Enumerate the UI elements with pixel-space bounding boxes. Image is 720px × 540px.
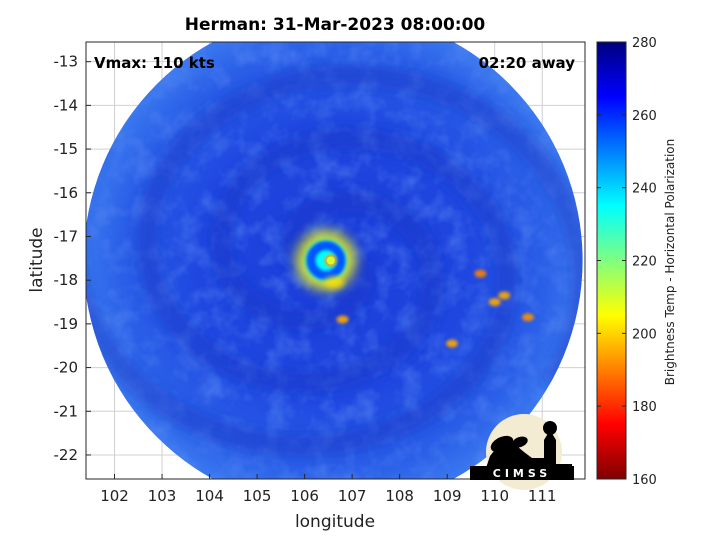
colorbar-tick-label: 180 <box>632 400 657 415</box>
rain-band-spot <box>474 269 487 278</box>
plot-area: 102 103 104 105 106 107 108 109 110 111 -13 -14 -15… <box>27 41 586 532</box>
rain-band-spot <box>488 298 501 307</box>
colorbar-tick-label: 220 <box>632 255 657 270</box>
spiral-band <box>86 127 519 457</box>
y-tick-label: -15 <box>54 140 79 158</box>
vmax-annotation: Vmax: 110 kts <box>94 54 215 72</box>
rain-band-spot <box>521 313 534 322</box>
y-tick-label: -18 <box>54 271 79 289</box>
colorbar-tick-label: 160 <box>632 473 657 488</box>
eye-center <box>326 256 335 265</box>
x-tick-label: 106 <box>290 487 319 505</box>
x-axis-label: longitude <box>295 512 375 532</box>
spiral-bands <box>86 64 583 457</box>
x-tick-label: 109 <box>433 487 462 505</box>
rain-band-spot <box>445 339 458 348</box>
x-tick-label: 102 <box>100 487 129 505</box>
colorbar-label: Brightness Temp - Horizontal Polarizatio… <box>663 139 677 386</box>
rain-band-spot <box>498 291 511 300</box>
colorbar-tick-label: 200 <box>632 327 657 342</box>
y-tick-label: -21 <box>54 402 79 420</box>
x-tick-label: 107 <box>338 487 367 505</box>
y-tick-label: -17 <box>54 227 79 245</box>
y-tick-label: -13 <box>54 53 79 71</box>
x-tick-label: 104 <box>195 487 224 505</box>
colorbar-gradient <box>596 41 627 480</box>
colorbar-ticks: 160 180 200 220 240 260 280 <box>597 36 657 488</box>
y-ticks: -13 -14 -15 -16 -17 -18 -19 -20 -21 -22 <box>54 53 91 464</box>
logo-text: CIMSS <box>493 467 551 480</box>
y-tick-label: -22 <box>54 446 79 464</box>
x-tick-label: 103 <box>148 487 177 505</box>
spiral-band <box>135 64 583 394</box>
x-tick-label: 108 <box>385 487 414 505</box>
x-tick-label: 105 <box>243 487 272 505</box>
eyewall-ring <box>306 241 346 280</box>
y-tick-label: -19 <box>54 315 79 333</box>
eyewall-tail <box>323 276 344 289</box>
colorbar: 160 180 200 220 240 260 280 Brightness Temp - … <box>596 36 677 488</box>
y-tick-label: -14 <box>54 96 79 114</box>
colorbar-tick-label: 240 <box>632 182 657 197</box>
swath-layer <box>86 42 583 479</box>
chart-title: Herman: 31-Mar-2023 08:00:00 <box>185 15 486 35</box>
storm-features <box>295 230 534 348</box>
colorbar-tick-label: 280 <box>632 36 657 51</box>
axes-frame <box>85 41 586 480</box>
x-ticks: 102 103 104 105 106 107 108 109 110 111 <box>100 474 557 505</box>
y-tick-label: -20 <box>54 359 79 377</box>
rain-band-spot <box>336 315 349 324</box>
y-axis-label: latitude <box>27 227 47 292</box>
cimss-logo: CIMSS <box>470 414 574 490</box>
y-tick-label: -16 <box>54 184 79 202</box>
colorbar-tick-label: 260 <box>632 109 657 124</box>
x-tick-label: 110 <box>480 487 509 505</box>
x-tick-label: 111 <box>528 487 557 505</box>
time-offset-annotation: 02:20 away <box>479 54 576 72</box>
